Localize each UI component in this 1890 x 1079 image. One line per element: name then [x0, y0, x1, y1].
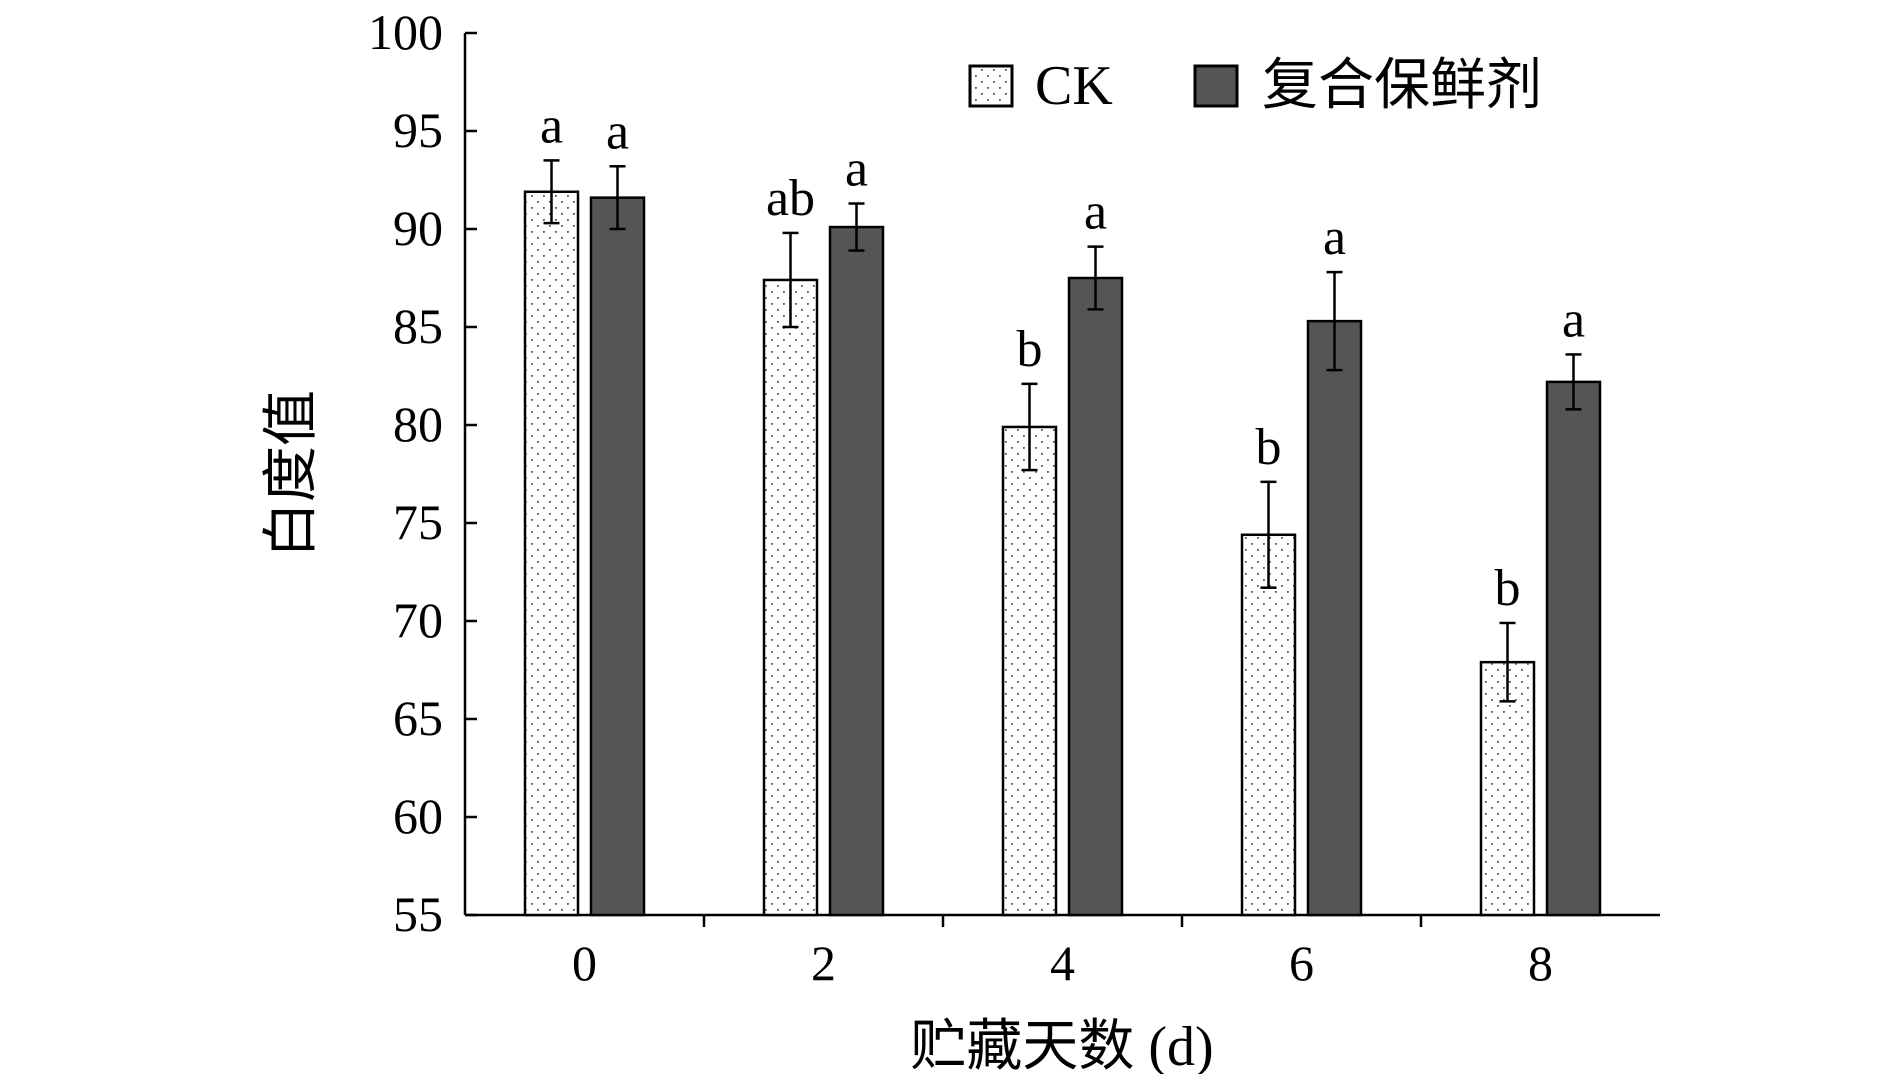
bar-ck: [1240, 533, 1297, 917]
significance-letter: a: [540, 97, 563, 154]
significance-letter: a: [606, 103, 629, 160]
legend-swatch-treatment: [1193, 64, 1239, 108]
bar-ck: [523, 190, 580, 917]
y-tick-label: 55: [393, 886, 443, 942]
legend-label: CK: [1035, 55, 1113, 117]
bar-treatment: [828, 225, 885, 917]
x-tick-label: 4: [1050, 935, 1075, 991]
significance-letter: a: [1562, 291, 1585, 348]
y-axis-title: 白度值: [261, 390, 323, 558]
bar-treatment: [1545, 380, 1602, 917]
significance-letter: a: [1084, 184, 1107, 241]
y-tick-label: 65: [393, 690, 443, 746]
y-tick-label: 95: [393, 102, 443, 158]
bar-treatment: [1306, 319, 1363, 917]
y-tick-label: 85: [393, 298, 443, 354]
bar-treatment: [1067, 276, 1124, 917]
bar-treatment: [589, 196, 646, 917]
significance-letter: a: [1323, 209, 1346, 266]
bars: [523, 159, 1602, 917]
x-tick-label: 8: [1528, 935, 1553, 991]
y-tick-label: 100: [368, 4, 443, 60]
y-tick-label: 80: [393, 396, 443, 452]
legend-label: 复合保鲜剂: [1262, 55, 1542, 117]
significance-letter: a: [845, 141, 868, 198]
legend-swatch-ck: [968, 64, 1014, 108]
x-tick-label: 0: [572, 935, 597, 991]
y-tick-label: 90: [393, 200, 443, 256]
bar-ck: [1001, 425, 1058, 917]
x-tick-label: 6: [1289, 935, 1314, 991]
bar-ck: [762, 278, 819, 917]
y-tick-label: 70: [393, 592, 443, 648]
significance-letter: ab: [766, 170, 815, 227]
legend: CK 复合保鲜剂: [968, 55, 1542, 117]
x-axis-title: 贮藏天数 (d): [910, 1016, 1213, 1074]
significance-letter: b: [1495, 560, 1521, 617]
y-tick-label: 75: [393, 494, 443, 550]
x-tick-label: 2: [811, 935, 836, 991]
y-tick-label: 60: [393, 788, 443, 844]
bar-ck: [1479, 660, 1536, 917]
significance-letter: b: [1017, 321, 1043, 378]
significance-letter: b: [1256, 419, 1282, 476]
